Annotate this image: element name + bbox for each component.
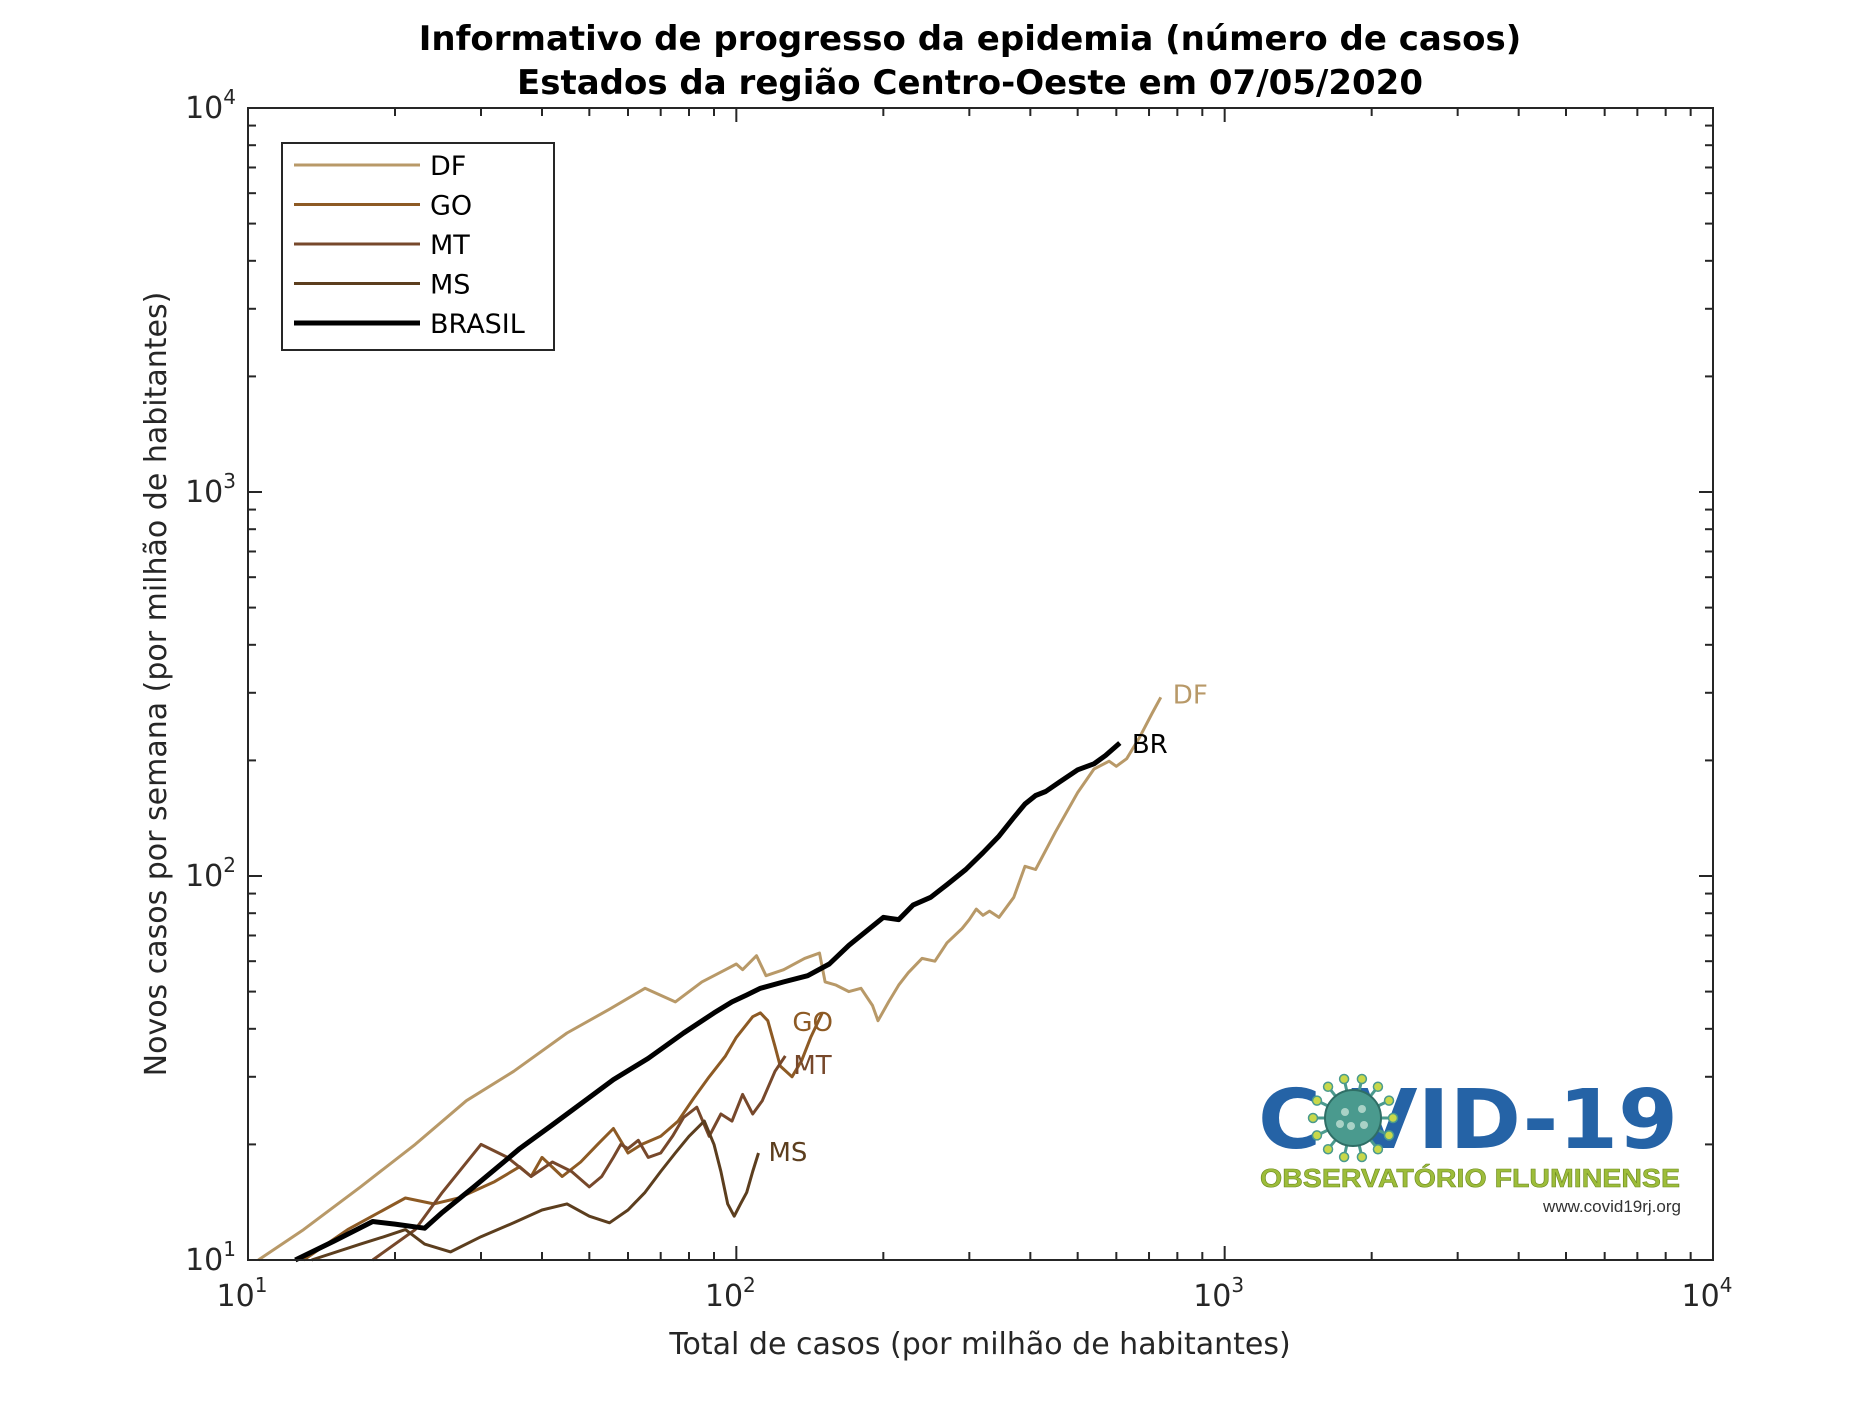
virus-spike-tip (1372, 1144, 1384, 1155)
virus-spike-tip (1387, 1112, 1399, 1124)
x-axis-label: Total de casos (por milhão de habitantes… (668, 1327, 1290, 1362)
series-line-mt (371, 1055, 787, 1262)
end-label-go: GO (792, 1008, 833, 1038)
logo-url-text: www.covid19rj.org (1542, 1197, 1681, 1216)
virus-spike-tip (1311, 1130, 1323, 1141)
x-tick-label: 101 (217, 1273, 268, 1314)
virus-spot (1358, 1105, 1366, 1113)
x-tick-label: 102 (705, 1273, 756, 1314)
logo-observatorio-text: OBSERVATÓRIO FLUMINENSE (1260, 1163, 1680, 1193)
y-tick-label: 104 (185, 85, 236, 126)
y-tick-labels: 101 102 103 104 (185, 85, 236, 1278)
series-line-brasil (294, 741, 1122, 1263)
virus-spike-tip (1311, 1095, 1323, 1106)
x-tick-labels: 101 102 103 104 (217, 1273, 1733, 1314)
virus-spike-tip (1338, 1151, 1350, 1163)
series-line-ms (311, 1119, 760, 1262)
series-line-go (302, 1011, 824, 1262)
virus-spike-tip (1356, 1073, 1368, 1085)
virus-spike-tip (1322, 1144, 1334, 1155)
virus-spot (1336, 1120, 1344, 1128)
virus-spike-tip (1322, 1081, 1334, 1092)
virus-spot (1341, 1108, 1349, 1116)
end-label-mt: MT (793, 1051, 831, 1081)
y-axis-label: Novos casos por semana (por milhão de ha… (139, 292, 174, 1077)
chart-title-line-1: Informativo de progresso da epidemia (nú… (419, 19, 1521, 59)
y-tick-label: 103 (185, 469, 236, 510)
legend-label-df: DF (430, 151, 466, 182)
logo-covid19-text: C VID-19 (1258, 1073, 1678, 1168)
virus-spike-tip (1372, 1081, 1384, 1092)
legend: DF GO MT MS BRASIL (281, 142, 555, 351)
virus-spot (1347, 1122, 1355, 1130)
virus-spot (1360, 1121, 1368, 1129)
y-tick-label: 102 (185, 853, 236, 894)
virus-spike-tip (1307, 1112, 1319, 1124)
x-tick-label: 103 (1193, 1273, 1244, 1314)
virus-spike-tip (1383, 1095, 1395, 1106)
legend-label-ms: MS (430, 270, 470, 301)
series-layer (257, 696, 1163, 1263)
legend-label-brasil: BRASIL (430, 309, 525, 340)
end-label-df: DF (1173, 680, 1208, 710)
covid19-logo: C VID-19 OBSERVATÓRIO FLUMINENSE www.cov… (1258, 1073, 1681, 1216)
end-label-brasil: BR (1132, 730, 1168, 760)
legend-label-mt: MT (430, 230, 470, 261)
virus-spike-tip (1338, 1073, 1350, 1085)
chart-title-line-2: Estados da região Centro-Oeste em 07/05/… (517, 63, 1423, 103)
virus-spike-tip (1383, 1130, 1395, 1141)
x-tick-label: 104 (1682, 1273, 1733, 1314)
end-label-ms: MS (768, 1138, 807, 1168)
legend-label-go: GO (430, 191, 472, 222)
y-tick-label: 101 (185, 1237, 236, 1278)
plot-border (247, 107, 1714, 1261)
end-labels: DF GO MT MS BR (768, 680, 1207, 1168)
virus-spike-tip (1356, 1151, 1368, 1163)
virus-icon (1307, 1073, 1399, 1163)
virus-body (1324, 1089, 1382, 1147)
series-line-df (257, 696, 1163, 1262)
legend-box (281, 142, 555, 351)
